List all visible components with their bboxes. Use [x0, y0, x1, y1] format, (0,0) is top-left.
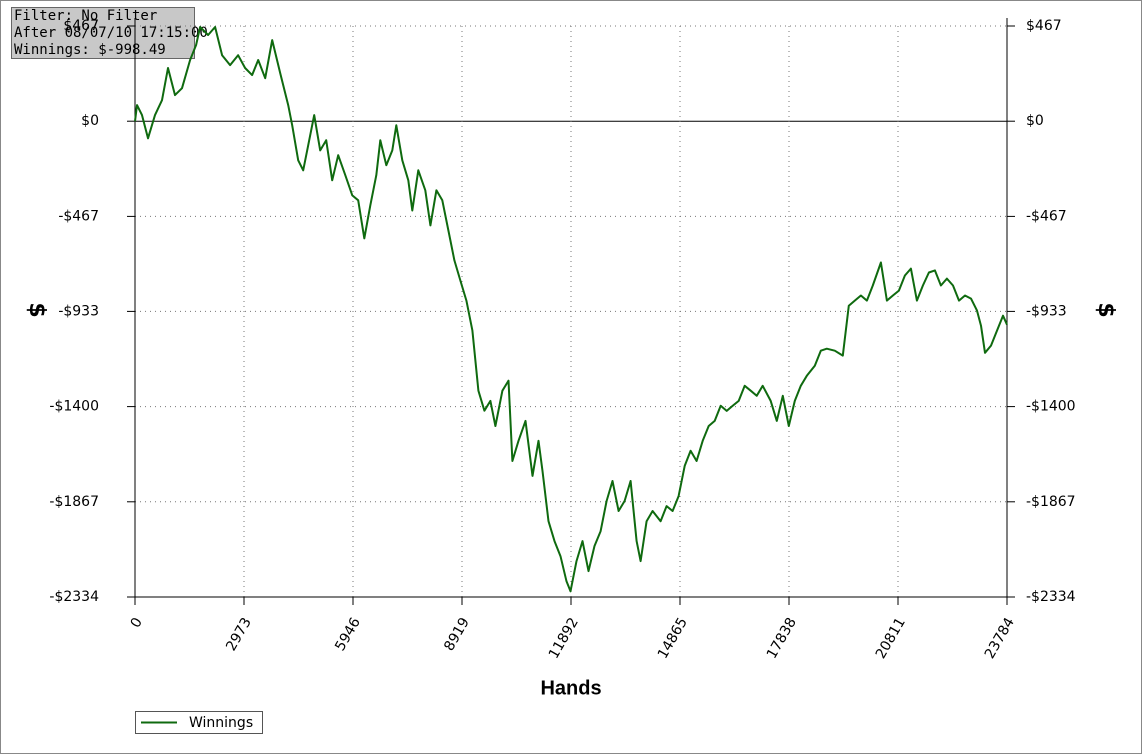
y2-tick-label: $467 [1026, 18, 1062, 34]
legend-label: Winnings [189, 715, 253, 731]
y-tick-label: -$1867 [49, 494, 99, 510]
y-tick-label: $467 [63, 18, 99, 34]
y-tick-label: $0 [81, 113, 99, 129]
y2-tick-label: -$1400 [1026, 399, 1076, 415]
y2-tick-label: $0 [1026, 113, 1044, 129]
y-tick-label: -$933 [58, 303, 99, 319]
annotation: After 08/07/10 17:15:00 [14, 25, 208, 41]
info-box [11, 7, 195, 59]
y2-tick-label: -$2334 [1026, 589, 1076, 605]
y2-tick-label: -$467 [1026, 208, 1067, 224]
legend-box [135, 711, 263, 734]
y2-axis-label: $ [1093, 302, 1118, 317]
y2-tick-label: -$1867 [1026, 494, 1076, 510]
x-axis-label: Hands [540, 677, 601, 699]
annotation: Filter: No Filter [14, 8, 157, 24]
y-tick-label: -$467 [58, 208, 99, 224]
y-axis-label: $ [24, 302, 49, 317]
annotation: Winnings: $-998.49 [14, 42, 166, 58]
y2-tick-label: -$933 [1026, 303, 1067, 319]
y-tick-label: -$1400 [49, 399, 99, 415]
y-tick-label: -$2334 [49, 589, 99, 605]
series-line [134, 26, 1008, 593]
